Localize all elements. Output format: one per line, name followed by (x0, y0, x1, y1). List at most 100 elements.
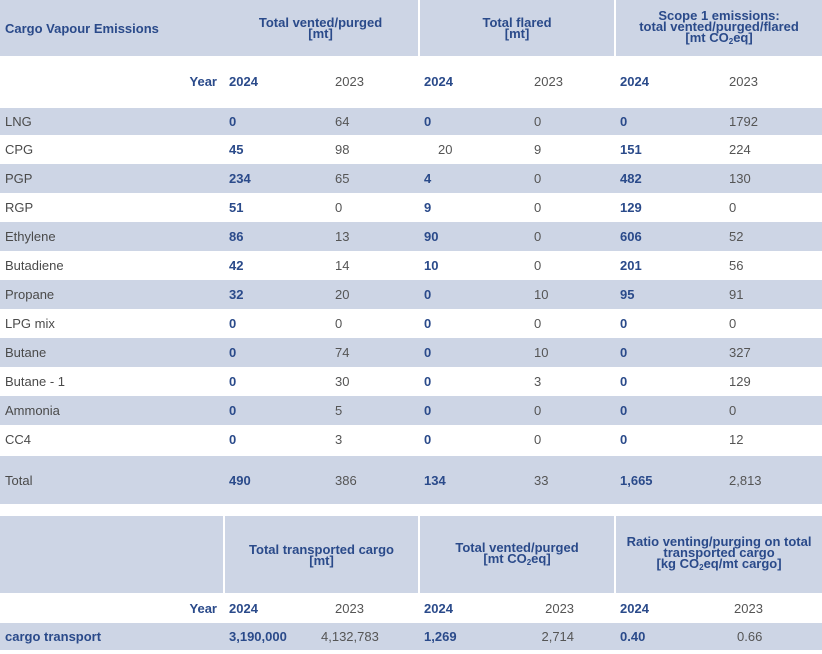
scope1-2024: 151 (620, 142, 642, 157)
scope1-2024: 606 (620, 229, 642, 244)
header-scope1-line1: Scope 1 emissions: (658, 7, 780, 23)
vented-2023: 30 (335, 374, 350, 389)
ratio-2023: 0.66 (737, 629, 763, 644)
table1-header-row: Cargo Vapour Emissions Total vented/purg… (0, 0, 822, 56)
row-label: PGP (5, 171, 33, 186)
flared-2023: 0 (534, 316, 542, 331)
table-row: Propane 32 20 0 10 95 91 (0, 280, 822, 309)
table1-title: Cargo Vapour Emissions (0, 0, 223, 56)
flared-2024: 4 (424, 171, 432, 186)
header-scope1-unit: [mt CO2eq] (685, 29, 753, 46)
row-label: LNG (5, 114, 32, 129)
header-total-vented-unit: [mt] (308, 26, 333, 41)
header-vented-co2-unit: [mt CO2eq] (483, 550, 551, 567)
vented-2023: 20 (335, 287, 350, 302)
flared-2024: 9 (424, 200, 432, 215)
scope1-2024: 0 (620, 114, 628, 129)
table2-year-row: Year 2024 2023 2024 2023 2024 2023 (0, 593, 822, 623)
flared-2023: 10 (534, 287, 549, 302)
flared-2023: 9 (534, 142, 542, 157)
ratio-2024: 0.40 (620, 629, 646, 644)
scope1-2024: 1,665 (620, 472, 653, 488)
row-label: CPG (5, 142, 34, 157)
header-scope1-line2: total vented/purged/flared (639, 18, 799, 34)
year-2023: 2023 (734, 600, 763, 616)
scope1-2023: 0 (729, 200, 737, 215)
flared-2024: 0 (424, 432, 432, 447)
vented-2024: 0 (229, 114, 237, 129)
header-ratio-line1: Ratio venting/purging on total (626, 534, 812, 549)
scope1-2024: 129 (620, 200, 642, 215)
vented-2023: 74 (335, 345, 350, 360)
header-total-transported-unit: [mt] (309, 552, 334, 568)
flared-2023: 0 (534, 229, 542, 244)
year-label: Year (189, 600, 217, 616)
scope1-2023: 12 (729, 432, 744, 447)
header-ratio: Ratio venting/purging on total transport… (614, 516, 822, 593)
scope1-2024: 0 (620, 432, 628, 447)
header-total-flared: Total flared [mt] (418, 0, 615, 56)
scope1-2023: 56 (729, 258, 744, 273)
year-2024: 2024 (229, 600, 258, 616)
header-total-vented: Total vented/purged [mt] (223, 0, 419, 56)
table-row: CPG 45 98 20 9 151 224 (0, 135, 822, 164)
flared-2023: 0 (534, 432, 542, 447)
cargo-transport-ratio-table: Total transported cargo [mt] Total vente… (0, 516, 822, 650)
flared-2023: 0 (534, 200, 542, 215)
table-row: RGP 51 0 9 0 129 0 (0, 193, 822, 222)
scope1-2024: 0 (620, 316, 628, 331)
header-total-transported-line1: Total transported cargo (249, 541, 394, 557)
vented-2023: 65 (335, 171, 350, 186)
row-label: Butadiene (5, 258, 64, 273)
table-row: Ammonia 0 5 0 0 0 0 (0, 396, 822, 425)
vented-2024: 42 (229, 258, 244, 273)
row-label: RGP (5, 200, 34, 215)
row-label: Total (5, 472, 33, 488)
row-label: LPG mix (5, 316, 55, 331)
vented-2024: 0 (229, 374, 237, 389)
flared-2024: 90 (424, 229, 439, 244)
scope1-2023: 129 (729, 374, 751, 389)
vented-co2-2024: 1,269 (424, 629, 457, 644)
vented-2024: 86 (229, 229, 244, 244)
table-row: LPG mix 0 0 0 0 0 0 (0, 309, 822, 338)
cargo-transport-label: cargo transport (5, 629, 102, 644)
flared-2023: 33 (534, 472, 549, 488)
year-2024: 2024 (229, 74, 258, 89)
cargo-2024: 3,190,000 (229, 629, 287, 644)
year-2024: 2024 (424, 600, 453, 616)
year-2023: 2023 (534, 74, 563, 89)
year-2024: 2024 (424, 74, 453, 89)
vented-2023: 98 (335, 142, 350, 157)
scope1-2024: 0 (620, 345, 628, 360)
flared-2023: 0 (534, 114, 542, 129)
flared-2023: 10 (534, 345, 549, 360)
table-row: Butadiene 42 14 10 0 201 56 (0, 251, 822, 280)
table-row: LNG 0 64 0 0 0 1792 (0, 108, 822, 135)
flared-2023: 0 (534, 171, 542, 186)
table-row: PGP 234 65 4 0 482 130 (0, 164, 822, 193)
flared-2023: 0 (534, 258, 542, 273)
cargo-vapour-emissions-table: Cargo Vapour Emissions Total vented/purg… (0, 0, 822, 108)
scope1-2023: 0 (729, 316, 737, 331)
scope1-2023: 91 (729, 287, 744, 302)
vented-2024: 0 (229, 316, 237, 331)
row-label: Propane (5, 287, 55, 302)
row-label: Ammonia (5, 403, 60, 418)
flared-2024: 0 (424, 345, 432, 360)
vented-2023: 0 (335, 316, 343, 331)
vented-2023: 386 (335, 472, 357, 488)
header-total-flared-unit: [mt] (504, 26, 530, 41)
flared-2024: 134 (424, 472, 446, 488)
table-row: CC4 0 3 0 0 0 12 (0, 425, 822, 454)
vented-2023: 13 (335, 229, 350, 244)
vented-2023: 0 (335, 200, 343, 215)
header-ratio-unit: [kg CO2eq/mt cargo] (656, 556, 782, 572)
year-label: Year (189, 74, 217, 89)
vented-2024: 45 (229, 142, 244, 157)
scope1-2023: 130 (729, 171, 751, 186)
scope1-2023: 52 (729, 229, 744, 244)
cargo-vapour-emissions-body: LNG 0 64 0 0 0 1792 CPG 45 98 20 9 151 224 PGP 234 65 4 0 4… (0, 108, 822, 504)
scope1-2023: 2,813 (729, 472, 762, 488)
year-2023: 2023 (545, 600, 575, 616)
